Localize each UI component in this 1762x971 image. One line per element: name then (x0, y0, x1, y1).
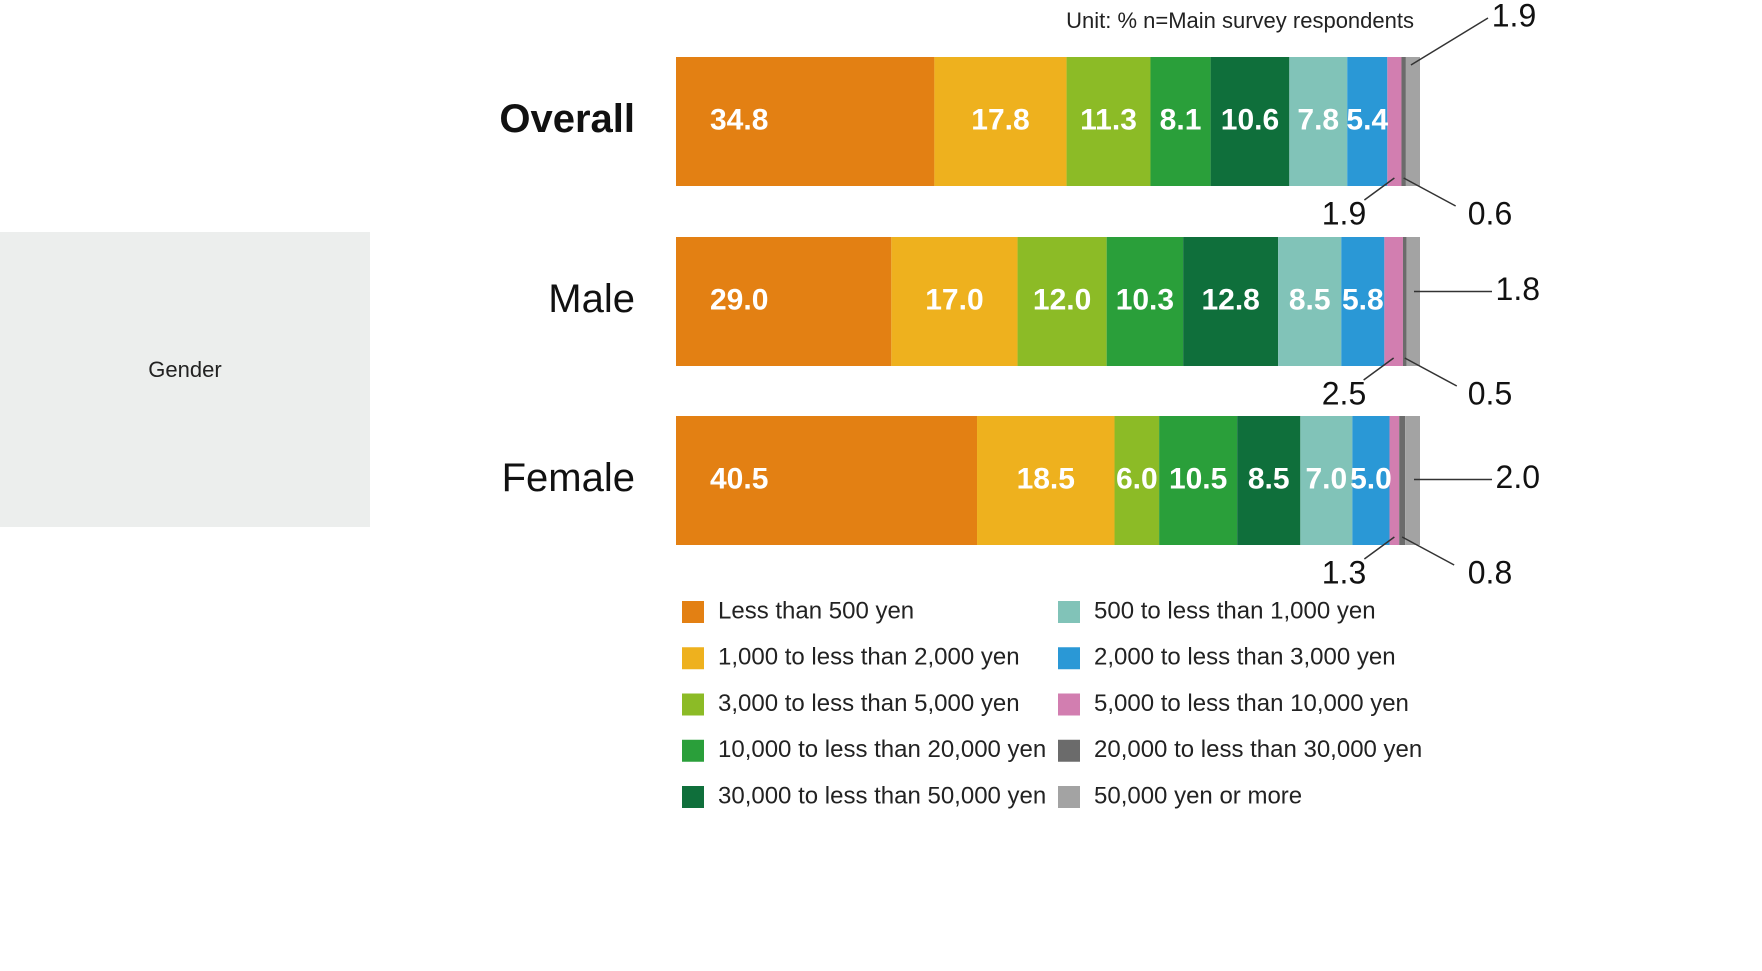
legend-label: Less than 500 yen (718, 597, 914, 624)
bar-segment (1384, 237, 1403, 366)
callout-label: 2.0 (1496, 459, 1540, 495)
segment-value-label: 5.0 (1350, 462, 1392, 495)
bar-segment (1399, 416, 1406, 545)
legend-label: 2,000 to less than 3,000 yen (1094, 644, 1396, 671)
bar-segment (1106, 237, 1184, 366)
callout-label: 0.6 (1468, 195, 1512, 231)
segment-value-label: 12.0 (1033, 283, 1091, 316)
bar-segment (1278, 237, 1342, 366)
legend-swatch (682, 739, 704, 762)
callout-label: 1.3 (1322, 554, 1366, 590)
bar-segment (891, 237, 1018, 366)
legend-label: 50,000 yen or more (1094, 782, 1302, 809)
bar-segment (1341, 237, 1385, 366)
callout-label: 0.8 (1468, 554, 1512, 590)
bar-segment (1406, 237, 1420, 366)
segment-value-label: 7.8 (1297, 103, 1339, 136)
legend-label: 30,000 to less than 50,000 yen (718, 782, 1046, 809)
row-label-male: Male (548, 277, 635, 321)
segment-value-label: 10.3 (1116, 283, 1174, 316)
legend-swatch (1058, 647, 1080, 670)
bar-segment (1352, 416, 1390, 545)
segment-value-label: 11.3 (1080, 103, 1137, 136)
bar-segment (934, 57, 1067, 186)
segment-value-label: 40.5 (710, 462, 768, 495)
legend-label: 500 to less than 1,000 yen (1094, 597, 1376, 624)
segment-value-label: 34.8 (710, 103, 768, 136)
bar-segment (1289, 57, 1348, 186)
group-panel (0, 232, 370, 527)
bar-segment (1347, 57, 1388, 186)
callout-line (1363, 177, 1395, 201)
bar-segment (1114, 416, 1160, 545)
callout-label: 1.9 (1322, 195, 1366, 231)
legend-swatch (1058, 601, 1080, 623)
bar-segment (676, 57, 935, 186)
bar-segment (1017, 237, 1107, 366)
legend-swatch (1058, 693, 1080, 716)
callout-line (1401, 536, 1455, 566)
bar-segment (1387, 57, 1402, 186)
legend-swatch (682, 601, 704, 623)
bar-segment (1066, 57, 1151, 186)
segment-value-label: 8.1 (1160, 103, 1202, 136)
segment-value-label: 18.5 (1017, 462, 1075, 495)
callout-line (1404, 357, 1458, 387)
bar-segment (1210, 57, 1290, 186)
segment-value-label: 8.5 (1248, 462, 1290, 495)
segment-value-label: 6.0 (1116, 462, 1158, 495)
bar-segment (1405, 416, 1420, 545)
bar-segment (1402, 237, 1407, 366)
callout-line (1410, 17, 1489, 66)
callout-line (1403, 177, 1457, 207)
bar-segment (1150, 57, 1211, 186)
segment-value-label: 5.4 (1346, 103, 1388, 136)
bar-segment (676, 237, 892, 366)
bar-segment (1159, 416, 1238, 545)
callout-label: 1.8 (1496, 271, 1540, 307)
legend-label: 1,000 to less than 2,000 yen (718, 644, 1020, 671)
bar-segment (1183, 237, 1279, 366)
callout-label: 0.5 (1468, 375, 1512, 411)
segment-value-label: 8.5 (1289, 283, 1331, 316)
legend-swatch (682, 647, 704, 670)
unit-note: Unit: % n=Main survey respondents (1066, 8, 1414, 33)
legend-swatch (682, 786, 704, 808)
segment-value-label: 12.8 (1201, 283, 1259, 316)
callout-line (1363, 536, 1395, 560)
segment-value-label: 7.0 (1305, 462, 1347, 495)
legend-label: 10,000 to less than 20,000 yen (718, 736, 1046, 763)
legend-swatch (682, 693, 704, 716)
callout-label: 2.5 (1322, 375, 1366, 411)
legend-swatch (1058, 739, 1080, 762)
row-label-female: Female (502, 456, 635, 500)
segment-value-label: 29.0 (710, 283, 768, 316)
segment-value-label: 5.8 (1342, 283, 1384, 316)
bar-segment (977, 416, 1115, 545)
callout-label: 1.9 (1492, 0, 1536, 33)
bar-segment (1405, 57, 1420, 186)
callout-line (1363, 357, 1395, 381)
segment-value-label: 17.8 (971, 103, 1029, 136)
legend-label: 5,000 to less than 10,000 yen (1094, 690, 1409, 717)
row-label-overall: Overall (499, 97, 635, 141)
bar-segment (1389, 416, 1400, 545)
segment-value-label: 10.6 (1221, 103, 1279, 136)
bar-segment (1300, 416, 1353, 545)
group-label: Gender (148, 357, 221, 382)
bar-segment (1237, 416, 1301, 545)
legend-swatch (1058, 786, 1080, 808)
legend-label: 20,000 to less than 30,000 yen (1094, 736, 1422, 763)
bar-segment (1401, 57, 1406, 186)
segment-value-label: 17.0 (925, 283, 983, 316)
segment-value-label: 10.5 (1169, 462, 1227, 495)
legend-label: 3,000 to less than 5,000 yen (718, 690, 1020, 717)
bar-segment (676, 416, 978, 545)
